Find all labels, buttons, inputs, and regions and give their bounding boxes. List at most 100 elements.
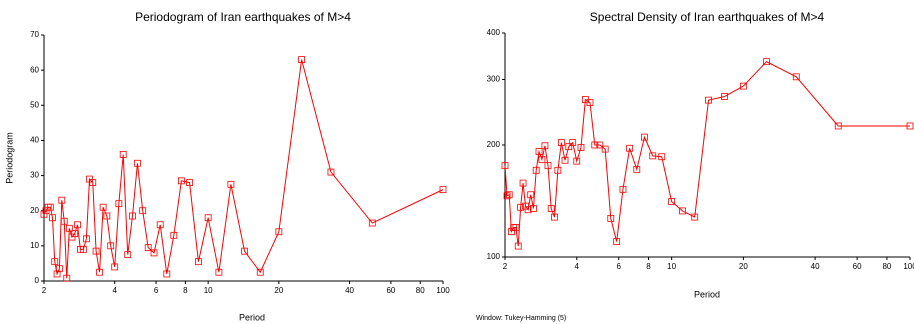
y-tick-label: 70 [30,30,39,39]
data-point [58,196,66,204]
data-point [586,99,594,107]
data-point [368,219,376,227]
data-point [124,251,132,259]
data-point [186,179,193,187]
y-tick-label: 0 [35,276,40,285]
y-tick-label: 300 [487,75,501,84]
data-point [668,198,676,205]
y-axis-title: Periodogram [4,132,14,184]
chart-title: Spectral Density of Iran earthquakes of … [590,10,825,24]
y-tick-label: 100 [487,252,501,261]
data-point [42,207,50,215]
y-tick-label: 50 [30,100,39,109]
data-point [56,265,63,273]
data-point [554,166,562,174]
data-point [658,153,666,161]
data-line [43,59,444,279]
data-point [241,247,248,255]
data-point [505,191,513,199]
data-point [215,268,223,276]
data-point [115,200,123,208]
data-point [517,203,525,211]
data-point [65,224,73,232]
data-point [503,192,511,200]
x-tick-label: 20 [739,262,748,271]
data-point [170,231,178,239]
data-point [906,122,914,130]
data-point [74,221,81,229]
data-point [129,212,136,220]
data-point [561,156,569,164]
data-point [551,213,558,221]
x-tick-label: 60 [853,262,862,271]
y-tick-label: 60 [30,65,39,74]
data-point [163,270,171,278]
data-point [641,133,648,141]
data-point [49,214,56,222]
data-point [739,82,747,90]
data-line [504,61,910,247]
data-point [547,205,555,212]
data-point [92,247,100,255]
x-tick-label: 80 [416,286,425,295]
data-point [601,145,609,153]
x-tick-label: 10 [204,286,213,295]
data-point [501,162,509,170]
data-point [834,122,842,130]
data-point [569,139,577,146]
data-point [99,203,107,211]
y-tick-label: 30 [30,171,39,180]
data-point [626,144,634,152]
data-point [538,155,546,163]
data-point [519,179,527,187]
x-tick-label: 4 [112,286,117,295]
data-point [596,141,604,149]
data-point [557,139,565,146]
data-point [111,263,119,271]
data-point [527,191,535,199]
data-point [227,180,235,188]
data-point [103,212,111,220]
x-tick-label: 8 [646,262,651,271]
x-tick-label: 40 [345,286,354,295]
data-point [705,96,712,104]
data-point [535,148,543,155]
x-tick-label: 40 [811,262,820,271]
data-point [763,58,770,66]
data-point [51,258,59,266]
data-point [298,56,306,63]
data-point [577,144,585,151]
chart-title: Periodogram of Iran earthquakes of M>4 [135,10,351,24]
data-point [63,274,71,282]
data-point [514,242,522,250]
data-point [649,152,657,160]
data-point [591,141,599,149]
data-point [144,244,152,252]
x-tick-label: 100 [903,262,914,271]
data-point [139,207,147,215]
data-point [565,143,573,151]
y-tick-label: 20 [30,206,39,215]
x-tick-label: 2 [503,262,508,271]
y-tick-label: 200 [487,140,501,149]
data-point [275,228,283,236]
x-tick-label: 4 [575,262,580,271]
data-point [107,242,115,250]
data-point [327,168,335,176]
data-point [522,202,529,210]
x-tick-label: 10 [667,262,676,271]
data-point [40,210,48,218]
data-point [46,203,54,211]
data-point [53,270,61,278]
data-point [96,268,103,276]
data-point [195,258,202,266]
data-point [530,205,537,212]
data-point [89,179,97,187]
x-tick-label: 80 [882,262,891,271]
data-point [256,268,264,276]
data-point [541,142,549,150]
data-point [532,166,540,174]
data-point [679,207,686,215]
x-tick-label: 6 [154,286,159,295]
